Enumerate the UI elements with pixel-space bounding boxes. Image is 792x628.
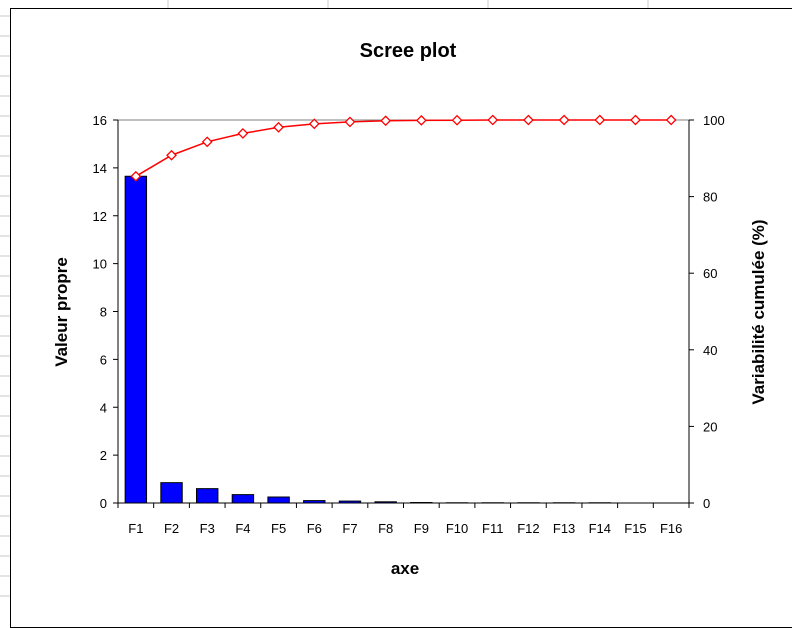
bar-F4 — [232, 495, 253, 503]
cumulative-point-F11 — [488, 116, 497, 125]
y-tick-label: 14 — [93, 161, 107, 176]
x-tick-label: F8 — [378, 521, 393, 536]
bar-F2 — [161, 483, 182, 503]
x-tick-label: F4 — [235, 521, 250, 536]
y2-tick-label: 60 — [703, 266, 717, 281]
y2-tick-label: 80 — [703, 190, 717, 205]
x-tick-label: F1 — [128, 521, 143, 536]
x-tick-label: F3 — [200, 521, 215, 536]
bar-F1 — [125, 176, 146, 503]
y2-axis-title: Variabilité cumulée (%) — [749, 219, 768, 404]
cumulative-point-F4 — [238, 129, 247, 138]
cumulative-point-F8 — [381, 116, 390, 125]
y-tick-label: 10 — [93, 257, 107, 272]
y2-tick-label: 20 — [703, 419, 717, 434]
x-tick-label: F12 — [517, 521, 539, 536]
bar-F5 — [268, 497, 289, 503]
cumulative-point-F2 — [167, 151, 176, 160]
y-tick-label: 8 — [100, 305, 107, 320]
y-tick-label: 16 — [93, 113, 107, 128]
y2-tick-label: 40 — [703, 343, 717, 358]
x-tick-label: F10 — [446, 521, 468, 536]
x-tick-label: F16 — [660, 521, 682, 536]
chart-title: Scree plot — [360, 40, 457, 62]
x-tick-label: F15 — [624, 521, 646, 536]
y-tick-label: 4 — [100, 400, 107, 415]
cumulative-point-F6 — [310, 119, 319, 128]
y-tick-label: 6 — [100, 352, 107, 367]
y-axis-title: Valeur propre — [52, 257, 71, 367]
y2-tick-label: 100 — [703, 113, 725, 128]
x-tick-label: F2 — [164, 521, 179, 536]
x-tick-label: F7 — [342, 521, 357, 536]
x-tick-label: F13 — [553, 521, 575, 536]
x-tick-label: F6 — [307, 521, 322, 536]
x-tick-label: F5 — [271, 521, 286, 536]
cumulative-point-F12 — [524, 116, 533, 125]
cumulative-point-F3 — [203, 137, 212, 146]
x-tick-label: F9 — [414, 521, 429, 536]
scree-plot-chart: Scree plot axe Valeur propre Variabilité… — [0, 0, 792, 614]
cumulative-point-F14 — [595, 116, 604, 125]
y-tick-label: 0 — [100, 496, 107, 511]
cumulative-point-F7 — [345, 117, 354, 126]
cumulative-point-F10 — [453, 116, 462, 125]
y-tick-label: 12 — [93, 209, 107, 224]
x-tick-label: F11 — [482, 521, 503, 536]
cumulative-line — [136, 120, 671, 176]
bar-F3 — [197, 489, 218, 503]
x-axis-title: axe — [391, 559, 419, 578]
cumulative-point-F15 — [631, 116, 640, 125]
x-tick-label: F14 — [589, 521, 611, 536]
cumulative-point-F13 — [560, 116, 569, 125]
cumulative-point-F5 — [274, 123, 283, 132]
y-tick-label: 2 — [100, 448, 107, 463]
y2-tick-label: 0 — [703, 496, 710, 511]
cumulative-point-F16 — [667, 116, 676, 125]
cumulative-point-F9 — [417, 116, 426, 125]
